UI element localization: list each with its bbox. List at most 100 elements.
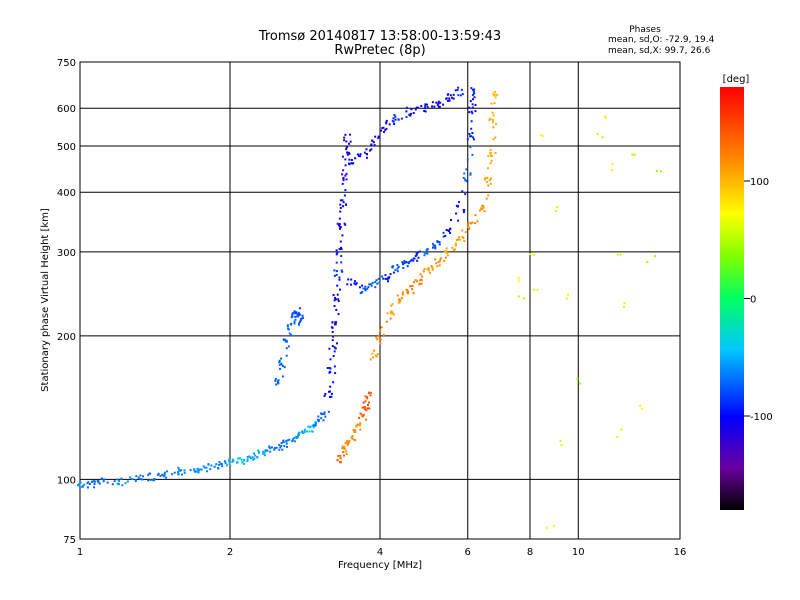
echo-point xyxy=(491,111,494,114)
echo-point xyxy=(414,279,417,282)
echo-point xyxy=(466,138,469,141)
echo-point xyxy=(276,380,279,383)
echo-point xyxy=(120,477,123,480)
echo-point xyxy=(333,365,336,368)
echo-point xyxy=(251,456,254,459)
echo-point xyxy=(426,252,429,255)
echo-point xyxy=(474,110,477,113)
echo-point xyxy=(403,262,406,265)
echo-point xyxy=(438,243,441,246)
echo-point xyxy=(381,275,384,278)
echo-point xyxy=(494,93,497,96)
echo-point xyxy=(357,423,360,426)
echo-point xyxy=(454,248,457,251)
echo-point xyxy=(443,259,446,262)
echo-point xyxy=(241,461,244,464)
echo-point xyxy=(596,133,599,136)
y-tick-label: 600 xyxy=(57,104,76,115)
echo-point xyxy=(335,321,338,324)
echo-point xyxy=(291,439,294,442)
echo-point xyxy=(264,449,267,452)
echo-point xyxy=(483,210,486,213)
echo-point xyxy=(425,249,428,252)
echo-point xyxy=(373,349,376,352)
echo-point xyxy=(274,379,277,382)
echo-point xyxy=(491,118,494,121)
echo-point xyxy=(409,114,412,117)
echo-point xyxy=(474,222,477,225)
echo-point xyxy=(486,176,489,179)
echo-point xyxy=(334,296,337,299)
echo-point xyxy=(403,259,406,262)
echo-point xyxy=(297,434,300,437)
echo-point xyxy=(287,345,290,348)
echo-point xyxy=(137,476,140,479)
echo-point xyxy=(489,162,492,165)
echo-point xyxy=(298,320,301,323)
echo-point xyxy=(353,439,356,442)
echo-point xyxy=(350,436,353,439)
echo-point xyxy=(124,482,127,485)
echo-point xyxy=(471,103,474,106)
echo-point xyxy=(389,312,392,315)
echo-point xyxy=(369,358,372,361)
echo-point xyxy=(411,285,414,288)
echo-point xyxy=(377,136,380,139)
echo-point xyxy=(454,244,457,247)
echo-point xyxy=(435,101,438,104)
echo-point xyxy=(545,526,548,529)
echo-point xyxy=(323,411,326,414)
echo-point xyxy=(364,395,367,398)
echo-point xyxy=(366,407,369,410)
echo-point xyxy=(371,356,374,359)
echo-point xyxy=(449,231,452,234)
echo-point xyxy=(359,292,362,295)
echo-point xyxy=(492,114,495,117)
echo-point xyxy=(389,273,392,276)
echo-point xyxy=(197,471,200,474)
echo-point xyxy=(418,283,421,286)
echo-point xyxy=(361,284,364,287)
echo-point xyxy=(611,169,614,172)
echo-point xyxy=(423,109,426,112)
echo-point xyxy=(370,148,373,151)
echo-point xyxy=(376,353,379,356)
echo-point xyxy=(410,108,413,111)
echo-point xyxy=(347,152,350,155)
echo-point xyxy=(462,211,465,214)
echo-point xyxy=(344,133,347,136)
y-tick-label: 400 xyxy=(57,188,76,199)
y-tick-label: 500 xyxy=(57,142,76,153)
echo-point xyxy=(389,317,392,320)
echo-point xyxy=(232,460,235,463)
echo-point xyxy=(386,280,389,283)
x-tick-label: 16 xyxy=(674,547,687,558)
echo-point xyxy=(341,234,344,237)
echo-point xyxy=(299,307,302,310)
echo-point xyxy=(489,182,492,185)
echo-point xyxy=(339,461,342,464)
echo-point xyxy=(166,470,169,473)
echo-point xyxy=(317,415,320,418)
echo-point xyxy=(159,475,162,478)
echo-point xyxy=(291,312,294,315)
echo-point xyxy=(426,106,429,109)
echo-point xyxy=(349,133,352,136)
echo-point xyxy=(351,437,354,440)
echo-point xyxy=(205,470,208,473)
echo-point xyxy=(215,463,218,466)
x-axis-ticks: 1 2 4 6 8 10 16 xyxy=(77,547,687,558)
echo-point xyxy=(333,346,336,349)
echo-point xyxy=(343,446,346,449)
y-tick-label: 200 xyxy=(57,332,76,343)
echo-point xyxy=(559,439,562,442)
echo-point xyxy=(93,480,96,483)
echo-point xyxy=(380,326,383,329)
echo-point xyxy=(619,253,622,256)
echo-point xyxy=(342,179,345,182)
echo-point xyxy=(334,298,337,301)
echo-point xyxy=(473,92,476,95)
echo-point xyxy=(308,430,311,433)
echo-point xyxy=(126,480,129,483)
echo-point xyxy=(219,462,222,465)
